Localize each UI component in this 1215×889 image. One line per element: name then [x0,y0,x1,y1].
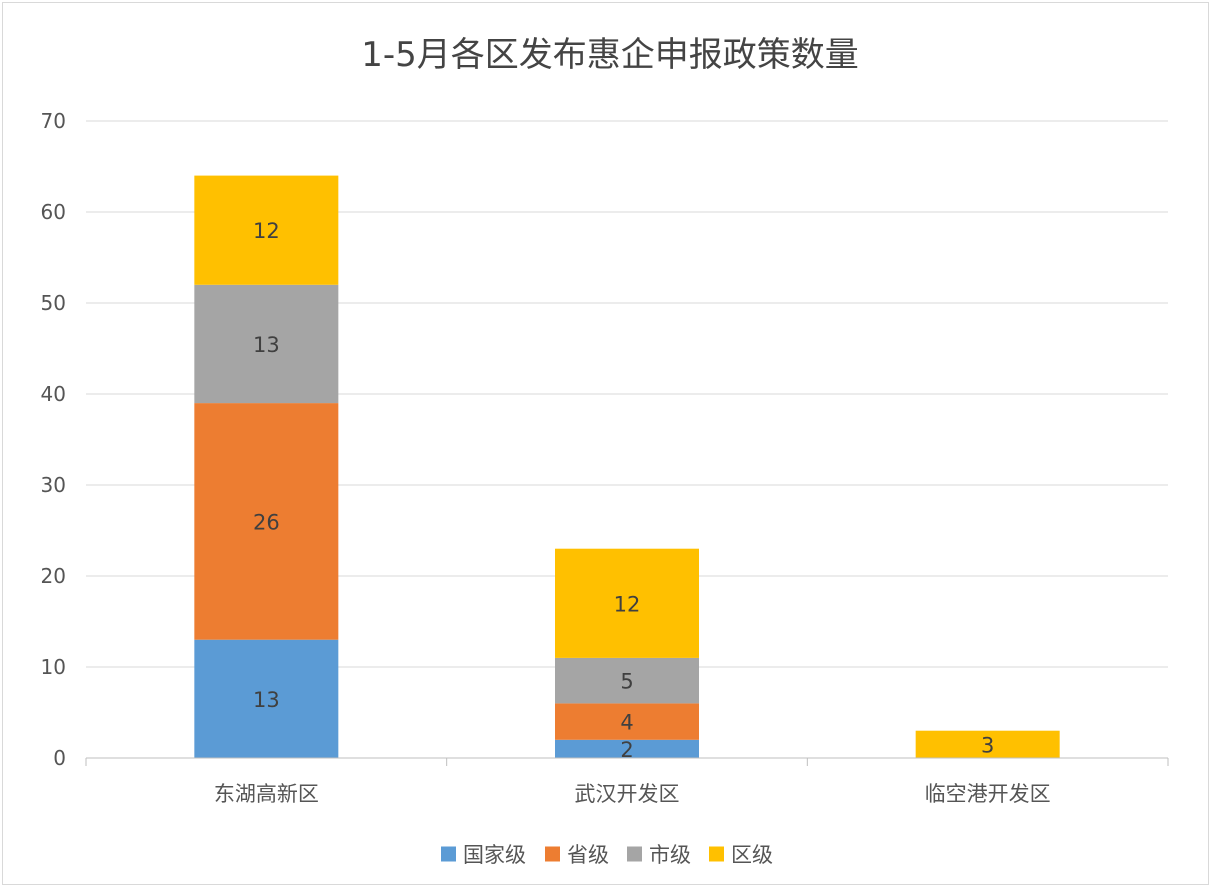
y-tick-label: 30 [41,473,66,497]
bar-segment [194,639,339,758]
bar-segment [194,175,339,285]
bars: 13 26 13 12 2 4 5 12 3 [194,175,1060,762]
bar-segment [555,703,699,740]
y-tick-label: 40 [41,382,66,406]
data-label: 3 [981,733,994,757]
data-label: 5 [620,670,633,694]
legend-label: 区级 [731,843,773,867]
data-label: 12 [614,592,641,616]
bar-segment [915,730,1060,758]
y-tick-label: 10 [41,655,66,679]
legend-swatch [627,846,642,862]
y-tick-label: 70 [41,109,66,133]
data-label: 13 [253,688,280,712]
x-tick-label: 武汉开发区 [575,782,680,806]
x-tick-label: 东湖高新区 [214,782,319,806]
bar-segment [194,284,339,404]
legend-label: 市级 [649,843,691,867]
legend-swatch [709,846,724,862]
bar-segment [555,739,699,758]
legend-swatch [545,846,560,862]
bar-segment [555,657,699,704]
chart-title: 1-5月各区发布惠企申报政策数量 [361,35,859,75]
data-label: 12 [253,219,280,243]
x-axis: 东湖高新区 武汉开发区 临空港开发区 [85,757,1169,806]
data-label: 2 [620,738,633,762]
data-label: 4 [620,711,633,735]
bar-segment [555,548,699,658]
y-axis: 0 10 20 30 40 50 60 70 [41,109,66,770]
y-tick-label: 20 [41,564,66,588]
legend: 国家级 省级 市级 区级 [441,843,773,867]
y-tick-label: 60 [41,200,66,224]
legend-label: 国家级 [463,843,526,867]
legend-label: 省级 [567,843,609,867]
data-label: 13 [253,333,280,357]
x-tick-label: 临空港开发区 [925,782,1051,806]
y-tick-label: 50 [41,291,66,315]
y-tick-label: 0 [53,746,66,770]
data-label: 26 [253,510,280,534]
legend-swatch [441,846,456,862]
bar-segment [194,403,339,640]
